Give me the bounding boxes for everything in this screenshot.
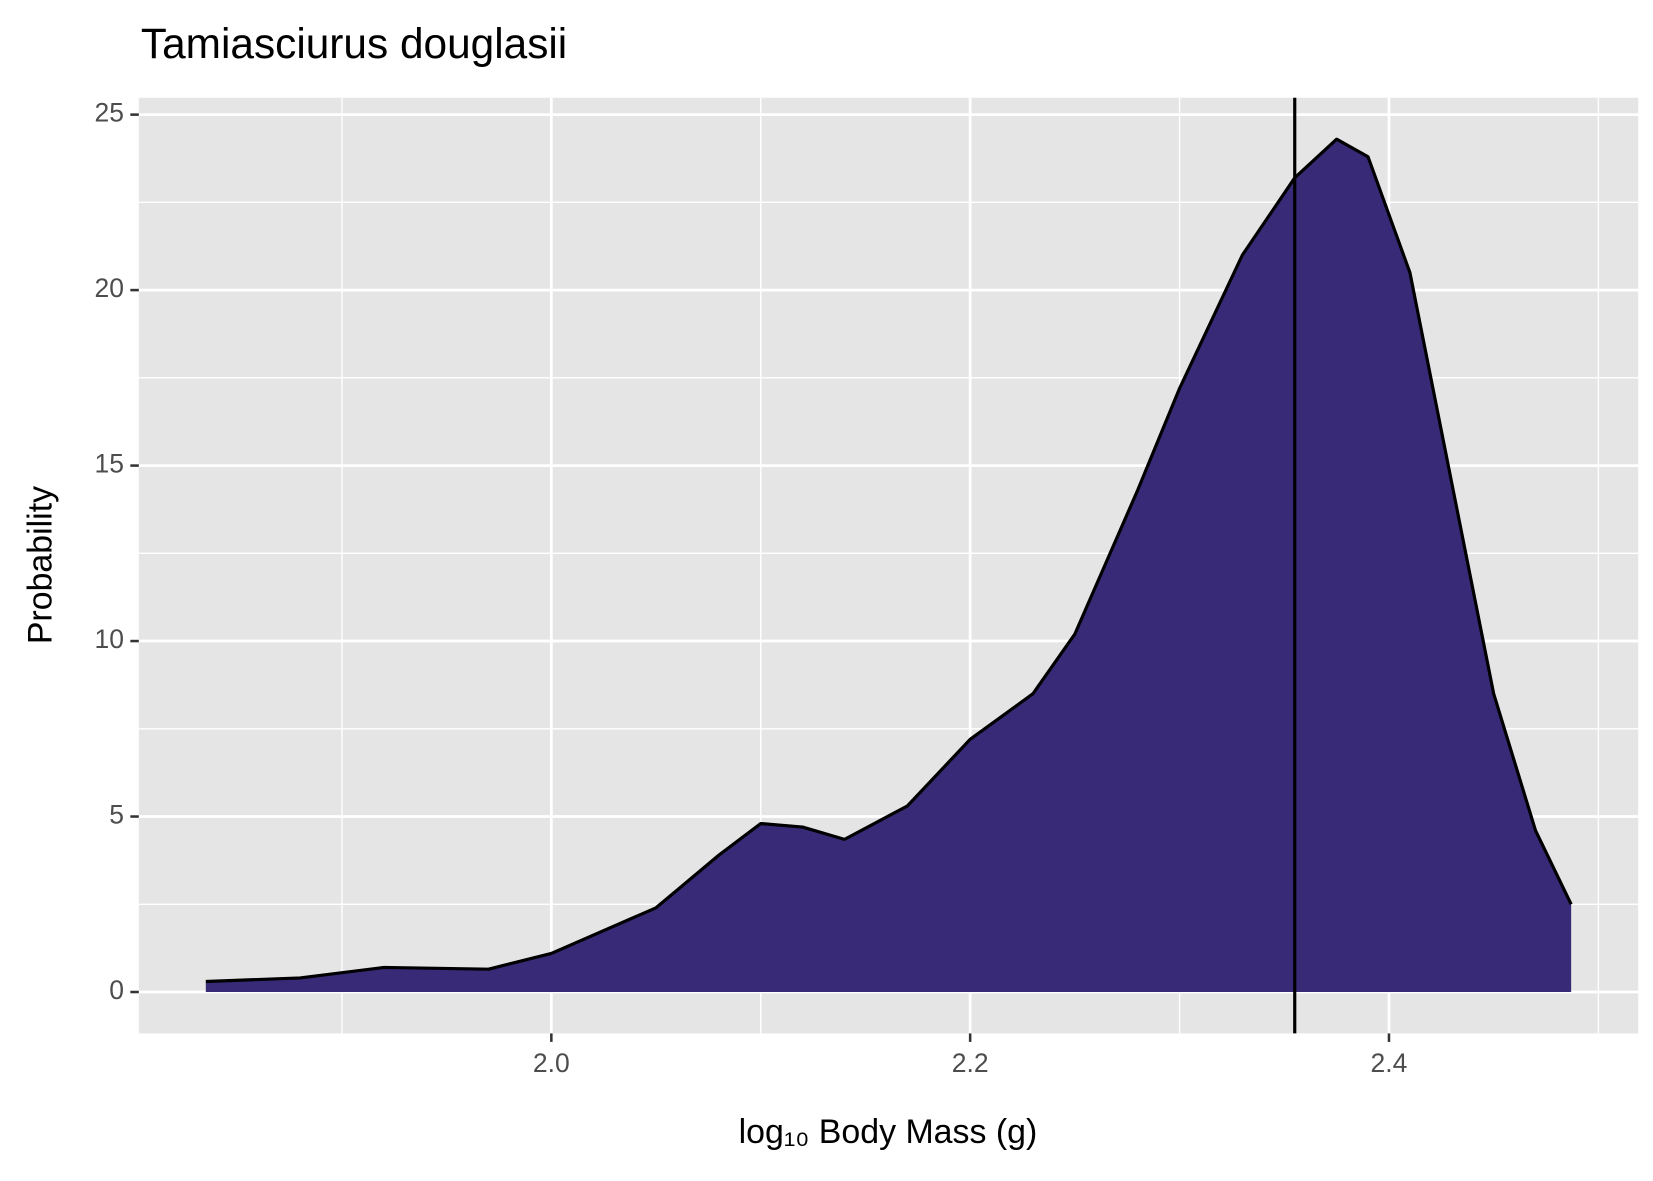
x-tick-label: 2.4	[1371, 1048, 1408, 1078]
x-tick-label: 2.0	[533, 1048, 570, 1078]
y-tick-label: 25	[95, 98, 124, 128]
x-tick-label: 2.2	[952, 1048, 989, 1078]
y-tick-label: 15	[95, 449, 124, 479]
y-axis-title: Probability	[21, 486, 59, 644]
y-tick-label: 0	[109, 975, 124, 1005]
y-tick-label: 10	[95, 624, 124, 654]
density-line	[205, 137, 1573, 984]
y-tick-label: 20	[95, 273, 124, 303]
y-tick-label: 5	[109, 800, 124, 830]
chart-title: Tamiasciurus douglasii	[141, 20, 567, 67]
x-axis-title: log₁₀ Body Mass (g)	[739, 1113, 1038, 1151]
density-area	[205, 139, 1572, 993]
